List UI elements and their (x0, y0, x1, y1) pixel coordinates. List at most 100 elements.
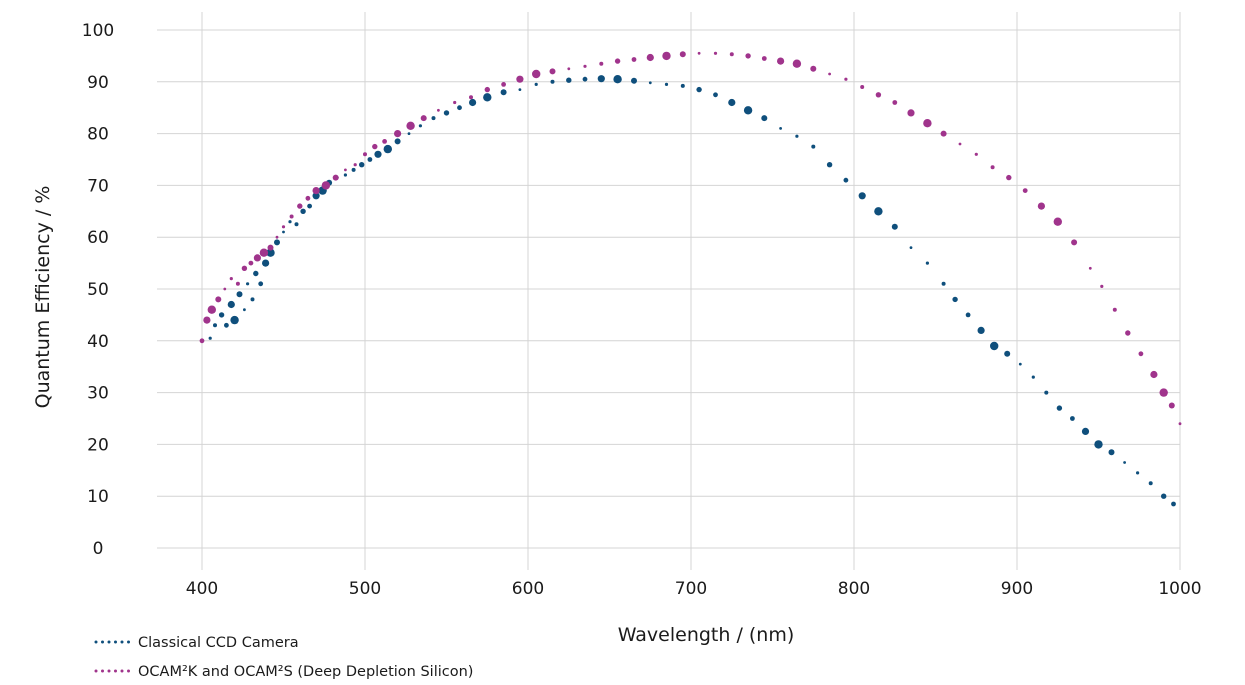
x-axis-label: Wavelength / (nm) (618, 624, 795, 646)
ocam-data-point (599, 61, 604, 66)
legend-label-ccd: Classical CCD Camera (138, 635, 299, 651)
ocam-data-point (713, 51, 718, 55)
ccd-data-point (613, 75, 622, 84)
ocam-data-point (729, 52, 734, 57)
ocam-data-point (777, 57, 785, 65)
ccd-data-point (367, 157, 373, 162)
ccd-data-point (243, 308, 246, 312)
ocam-data-point (860, 85, 865, 89)
ccd-data-point (631, 77, 637, 84)
ccd-data-point (282, 230, 285, 234)
legend-dot (127, 640, 130, 644)
ocam-data-point (372, 143, 378, 150)
ccd-data-point (383, 144, 392, 154)
ccd-data-point (952, 296, 958, 303)
ccd-data-point (262, 259, 270, 267)
ocam-data-point (532, 69, 541, 79)
ocam-data-point (394, 130, 402, 138)
ocam-data-point (297, 203, 303, 209)
ccd-data-point (457, 105, 462, 111)
y-tick-label: 0 (93, 539, 104, 559)
ccd-data-point (843, 177, 849, 183)
ocam-data-point (363, 152, 367, 157)
ocam-data-point (1150, 370, 1158, 379)
ocam-data-point (828, 72, 831, 76)
legend-dot (101, 669, 104, 673)
ccd-data-point (274, 239, 280, 246)
ccd-data-point (713, 92, 718, 98)
ccd-data-point (664, 82, 669, 86)
ocam-data-point (761, 56, 767, 61)
y-axis-label: Quantum Efficiency / % (32, 186, 54, 409)
ocam-data-point (907, 109, 915, 117)
ocam-data-point (1159, 388, 1168, 397)
ocam-data-point (437, 108, 440, 112)
ocam-data-point (289, 214, 294, 219)
y-tick-label: 90 (87, 73, 109, 93)
y-tick-label: 80 (87, 125, 109, 145)
ccd-data-point (1108, 449, 1115, 456)
ocam-data-point (259, 248, 269, 257)
ccd-data-point (224, 322, 229, 328)
ocam-data-point (646, 53, 654, 62)
ccd-data-point (307, 203, 312, 209)
ccd-data-point (728, 98, 736, 107)
ocam-data-point (248, 260, 254, 266)
ocam-data-point (974, 152, 978, 156)
ccd-data-point (965, 312, 971, 318)
ccd-data-point (294, 222, 299, 227)
x-tick-label: 400 (186, 579, 218, 599)
ccd-data-point (696, 86, 702, 93)
ocam-data-point (940, 130, 947, 137)
ccd-data-point (343, 173, 347, 177)
ccd-data-point (909, 246, 913, 250)
ocam-data-point (614, 58, 621, 64)
ocam-data-point (1168, 402, 1175, 409)
ocam-data-point (321, 181, 331, 190)
ocam-data-point (312, 187, 320, 195)
ccd-data-point (858, 192, 866, 200)
ccd-data-point (443, 110, 450, 116)
ocam-data-point (223, 287, 227, 291)
ocam-data-point (892, 100, 898, 105)
ocam-data-point (382, 139, 387, 144)
x-tick-label: 700 (675, 579, 707, 599)
ccd-data-point (597, 75, 605, 83)
legend-dot (94, 640, 98, 644)
x-tick-label: 1000 (1158, 579, 1201, 599)
legend-dot (127, 669, 130, 673)
legend-marker-ccd (94, 640, 130, 644)
ccd-data-point (1070, 416, 1075, 421)
ccd-data-point (1056, 405, 1063, 411)
ccd-data-point (218, 312, 225, 318)
ocam-data-point (567, 67, 571, 71)
ccd-data-point (359, 162, 365, 168)
legend-item-ocam: OCAM²K and OCAM²S (Deep Depletion Silico… (94, 664, 473, 680)
x-tick-label: 500 (349, 579, 381, 599)
ocam-data-point (1125, 330, 1131, 336)
ocam-data-point (203, 316, 211, 324)
ocam-data-point (267, 244, 274, 251)
ocam-data-point (990, 165, 995, 170)
ccd-data-point (1031, 375, 1035, 379)
ccd-data-point (431, 116, 436, 121)
ocam-data-point (631, 57, 637, 62)
ccd-data-point (1161, 493, 1167, 499)
ccd-data-point (230, 315, 239, 325)
ocam-data-point (281, 225, 286, 229)
ccd-data-point (977, 326, 985, 334)
legend: Classical CCD Camera OCAM²K and OCAM²S (… (94, 635, 473, 680)
ccd-data-point (761, 115, 768, 122)
ccd-data-point (374, 150, 382, 158)
ccd-data-point (312, 192, 320, 200)
ocam-data-point (305, 195, 311, 201)
legend-label-ocam: OCAM²K and OCAM²S (Deep Depletion Silico… (138, 664, 473, 680)
ccd-data-point (891, 223, 898, 230)
y-tick-label: 40 (87, 332, 109, 352)
ccd-data-point (795, 134, 799, 138)
ocam-data-point (406, 121, 415, 130)
ocam-data-point (679, 51, 686, 58)
ocam-data-point (1138, 351, 1144, 357)
ccd-data-point (874, 207, 883, 216)
